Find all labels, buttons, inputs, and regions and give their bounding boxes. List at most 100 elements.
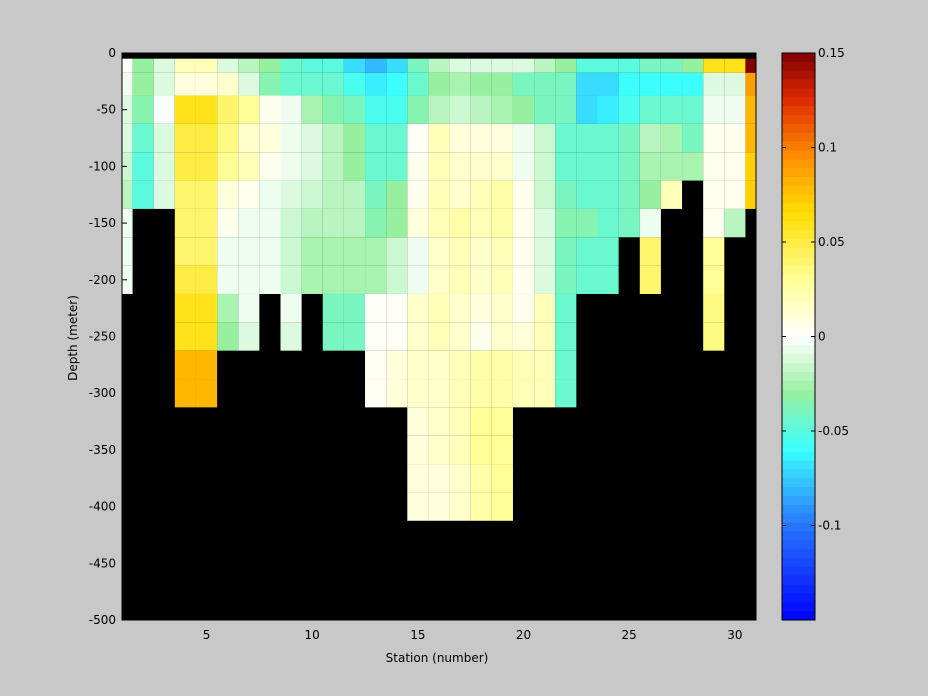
heatmap-cell (555, 180, 577, 209)
heatmap-cell (195, 180, 218, 209)
heatmap-cell (491, 350, 513, 380)
heatmap-cell (301, 58, 323, 73)
colorbar-band (782, 106, 815, 116)
heatmap-cell (703, 293, 725, 323)
heatmap-cell (238, 180, 260, 209)
heatmap-cell (238, 152, 260, 181)
heatmap-cell (491, 95, 513, 124)
heatmap-cell (122, 265, 133, 294)
heatmap-cell (724, 123, 746, 153)
heatmap-cell (534, 95, 556, 124)
colorbar-band (782, 345, 815, 355)
heatmap-cell (745, 95, 756, 124)
colorbar-tick-label: 0.1 (818, 141, 837, 155)
heatmap-cell (639, 180, 661, 209)
heatmap-cell (470, 58, 492, 73)
heatmap-cell (195, 350, 218, 380)
heatmap-cell (386, 350, 408, 380)
colorbar-band (782, 203, 815, 213)
heatmap-cell (449, 464, 471, 493)
heatmap-cell (259, 95, 281, 124)
heatmap-cell (576, 152, 598, 181)
heatmap-cell (217, 293, 239, 323)
x-tick-label: 25 (622, 628, 637, 642)
heatmap-cell (449, 123, 471, 153)
heatmap-cell (491, 435, 513, 465)
heatmap-cell (343, 265, 366, 294)
colorbar (781, 52, 816, 621)
y-tick-label: -450 (89, 556, 116, 570)
heatmap-cell (343, 208, 366, 238)
heatmap-cell (174, 95, 196, 124)
heatmap-cell (365, 95, 387, 124)
heatmap-cell (449, 208, 471, 238)
heatmap-cell (343, 72, 366, 96)
heatmap-cell (534, 293, 556, 323)
heatmap-cell (153, 72, 175, 96)
heatmap-cell (724, 95, 746, 124)
heatmap-cell (280, 123, 302, 153)
heatmap-cell (534, 322, 556, 351)
heatmap-cell (407, 407, 429, 436)
heatmap-cell (491, 492, 513, 521)
heatmap-cell (301, 152, 323, 181)
heatmap-cell (512, 58, 535, 73)
heatmap-cell (153, 152, 175, 181)
colorbar-band (782, 265, 815, 275)
heatmap-cell (512, 350, 535, 380)
colorbar-band (782, 97, 815, 107)
heatmap-cell (153, 180, 175, 209)
heatmap-cell (660, 58, 683, 73)
heatmap-cell (512, 180, 535, 209)
heatmap-cell (470, 407, 492, 436)
heatmap-cell (407, 350, 429, 380)
heatmap-cell (534, 72, 556, 96)
heatmap-cell (280, 95, 302, 124)
heatmap-cell (386, 379, 408, 408)
heatmap-cell (703, 95, 725, 124)
heatmap-cell (365, 322, 387, 351)
colorbar-band (782, 221, 815, 231)
heatmap-cell (597, 180, 619, 209)
x-tick-label: 30 (727, 628, 742, 642)
heatmap-cell (365, 72, 387, 96)
heatmap-cell (386, 95, 408, 124)
heatmap-cell (238, 293, 260, 323)
heatmap-cell (153, 58, 175, 73)
heatmap-cell (365, 180, 387, 209)
heatmap-cell (407, 123, 429, 153)
heatmap-cell (428, 379, 450, 408)
heatmap-cell (322, 152, 344, 181)
heatmap-cell (301, 237, 323, 266)
colorbar-band (782, 159, 815, 169)
colorbar-band (782, 309, 815, 320)
heatmap-cell (534, 237, 556, 266)
heatmap-cell (449, 492, 471, 521)
colorbar-band (782, 70, 815, 81)
heatmap-cell (491, 265, 513, 294)
heatmap-cell (449, 237, 471, 266)
heatmap-cell (301, 72, 323, 96)
heatmap-cell (174, 237, 196, 266)
colorbar-tick-label: -0.05 (818, 424, 849, 438)
y-tick-label: -250 (89, 330, 116, 344)
heatmap-cell (639, 58, 661, 73)
colorbar-tick-label: -0.1 (818, 519, 841, 533)
heatmap-cell (534, 123, 556, 153)
heatmap-cell (428, 95, 450, 124)
colorbar-band (782, 549, 815, 559)
heatmap-cell (470, 152, 492, 181)
heatmap-cell (512, 95, 535, 124)
heatmap-cell (174, 58, 196, 73)
heatmap-cell (407, 293, 429, 323)
heatmap-cell (682, 95, 704, 124)
colorbar-band (782, 389, 815, 400)
heatmap-cell (491, 180, 513, 209)
heatmap-cell (280, 152, 302, 181)
heatmap-cell (217, 72, 239, 96)
colorbar-band (782, 177, 815, 187)
heatmap-cell (682, 123, 704, 153)
heatmap-cell (470, 208, 492, 238)
heatmap-cell (217, 237, 239, 266)
heatmap-cell (534, 180, 556, 209)
